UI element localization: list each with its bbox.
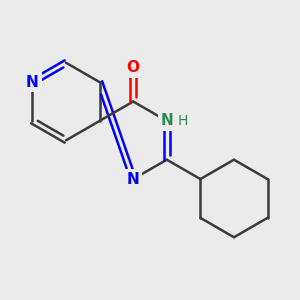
Text: O: O (127, 60, 140, 75)
Text: N: N (26, 75, 39, 90)
Text: N: N (127, 172, 140, 187)
Text: H: H (177, 114, 188, 128)
Text: N: N (160, 113, 173, 128)
